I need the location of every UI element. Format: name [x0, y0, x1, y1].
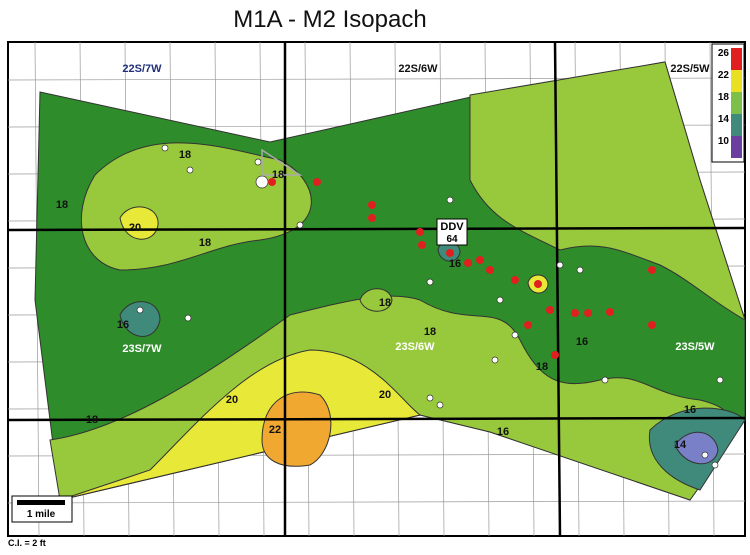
contour-labels: 18 18 18 20 18 16 18 18 16 18 20 22 20 1…	[56, 149, 696, 451]
township-label: 22S/7W	[122, 63, 162, 75]
contour-label: 16	[497, 426, 509, 438]
legend-value: 10	[718, 136, 730, 147]
lease-outline	[261, 148, 303, 176]
township-label: 22S/6W	[398, 63, 438, 75]
contour-fill	[34, 61, 746, 501]
legend-value: 14	[718, 114, 730, 125]
township-label: 23S/7W	[122, 343, 162, 355]
legend-value: 18	[718, 92, 730, 103]
township-label: 23S/5W	[675, 341, 715, 353]
contour-label: 14	[674, 439, 687, 451]
contour-label: 18	[199, 237, 211, 249]
wells	[136, 144, 724, 469]
legend-swatch	[731, 136, 742, 158]
legend-swatch	[731, 70, 742, 92]
section-line	[7, 500, 746, 504]
contour-label: 16	[117, 319, 129, 331]
township-label: 22S/5W	[670, 63, 710, 75]
callout-box	[436, 218, 468, 246]
well-callout: DDV 64	[436, 218, 468, 246]
map-title: M1A - M2 Isopach	[233, 6, 426, 33]
legend-swatch	[731, 114, 742, 136]
contour-label: 18	[379, 297, 391, 309]
contour-label: 20	[226, 394, 238, 406]
contour-label: 20	[379, 389, 391, 401]
contour-label: 20	[129, 222, 141, 234]
scale-bar: 1 mile	[11, 495, 73, 523]
contour-label: 18	[179, 149, 191, 161]
contour-label: 16	[684, 404, 696, 416]
well-name: DDV	[440, 221, 464, 233]
contour-label: 18	[536, 361, 548, 373]
producing-wells	[268, 178, 656, 359]
well-number: 64	[446, 234, 458, 245]
legend-swatch	[731, 92, 742, 114]
legend: 26 22 18 14 10	[711, 43, 745, 163]
legend-swatch	[731, 48, 742, 70]
scale-label: 1 mile	[27, 509, 56, 520]
legend-value: 22	[718, 70, 730, 81]
township-lines	[7, 41, 746, 537]
contour-label: 16	[449, 258, 461, 270]
contour-label: 18	[56, 199, 68, 211]
contour-label: 22	[269, 424, 281, 436]
contour-label: 18	[272, 169, 284, 181]
contour-label: 16	[576, 336, 588, 348]
legend-value: 26	[718, 48, 730, 59]
township-labels: 22S/7W 22S/6W 22S/5W 23S/7W 23S/6W 23S/5…	[122, 63, 715, 355]
township-label: 23S/6W	[395, 341, 435, 353]
contour-interval: C.I. = 2 ft	[8, 538, 46, 548]
scale-line	[17, 500, 65, 505]
contour-label: 18	[424, 326, 436, 338]
contour-label: 18	[86, 414, 98, 426]
